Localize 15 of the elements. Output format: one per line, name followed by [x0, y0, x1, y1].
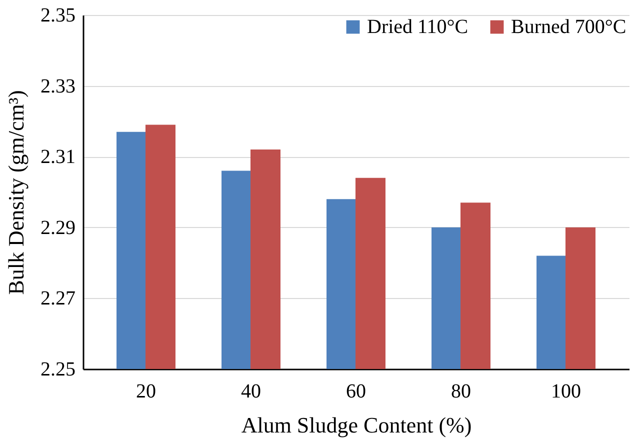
y-tick-label: 2.31 [40, 146, 76, 168]
x-tick-label: 60 [346, 380, 366, 402]
x-tick-label: 20 [136, 380, 156, 402]
x-axis-title: Alum Sludge Content (%) [241, 412, 472, 438]
x-tick-label: 80 [451, 380, 471, 402]
y-tick-label: 2.29 [40, 216, 76, 239]
y-tick-label: 2.35 [40, 4, 76, 26]
legend-label: Burned 700°C [511, 16, 626, 38]
x-tick-label: 40 [241, 380, 261, 402]
y-axis-title: Bulk Density (gm/cm³) [4, 90, 28, 295]
y-tick-label: 2.25 [40, 358, 76, 380]
y-tick-label: 2.33 [40, 75, 76, 98]
y-tick-label: 2.27 [40, 288, 76, 310]
x-tick-label: 100 [551, 380, 581, 402]
legend-label: Dried 110°C [367, 16, 468, 38]
